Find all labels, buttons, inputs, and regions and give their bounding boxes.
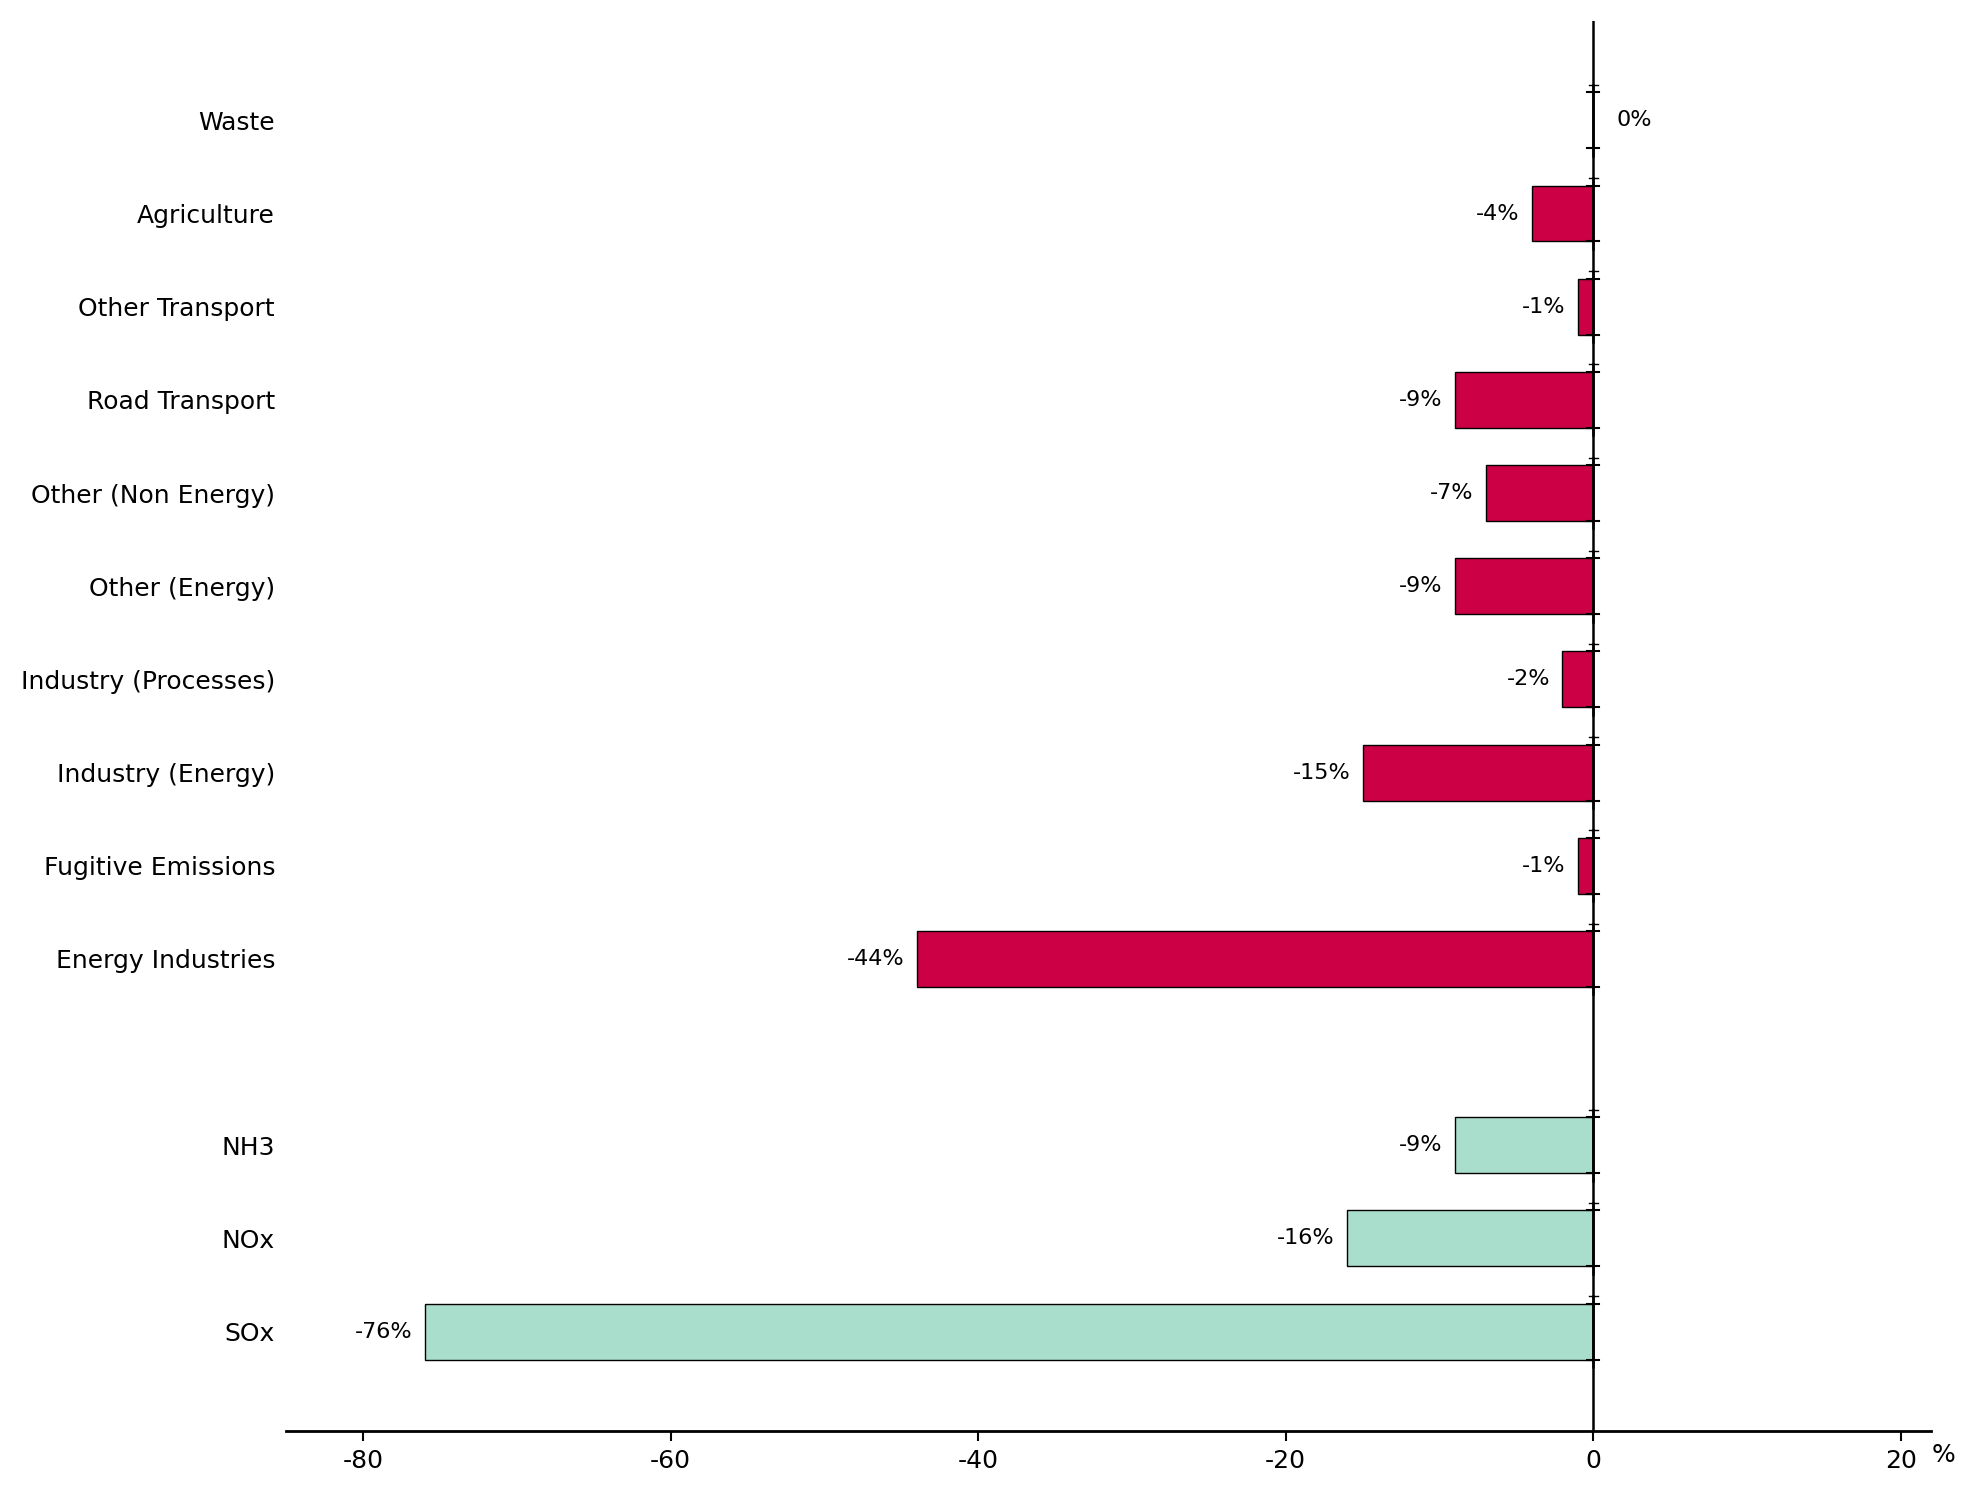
Bar — [1577, 279, 1593, 335]
Text: -9%: -9% — [1399, 577, 1442, 596]
Text: -4%: -4% — [1476, 203, 1520, 224]
Bar — [1454, 1118, 1593, 1173]
Text: -16%: -16% — [1276, 1228, 1336, 1249]
Text: -1%: -1% — [1522, 297, 1565, 317]
Bar — [1363, 744, 1593, 801]
Text: -76%: -76% — [354, 1322, 413, 1342]
Text: -9%: -9% — [1399, 390, 1442, 409]
Bar — [1348, 1210, 1593, 1267]
Text: %: % — [1931, 1443, 1954, 1467]
Bar — [1563, 651, 1593, 707]
Bar — [1454, 559, 1593, 614]
Bar — [1531, 185, 1593, 242]
Text: -2%: -2% — [1506, 669, 1549, 689]
Text: -9%: -9% — [1399, 1135, 1442, 1155]
Text: -44%: -44% — [846, 949, 905, 970]
Bar — [425, 1304, 1593, 1360]
Bar — [1577, 838, 1593, 893]
Text: -15%: -15% — [1292, 762, 1350, 783]
Text: -1%: -1% — [1522, 856, 1565, 875]
Text: -7%: -7% — [1431, 483, 1474, 503]
Bar — [917, 931, 1593, 988]
Text: 0%: 0% — [1616, 111, 1652, 130]
Bar — [1454, 372, 1593, 427]
Bar — [1486, 465, 1593, 521]
